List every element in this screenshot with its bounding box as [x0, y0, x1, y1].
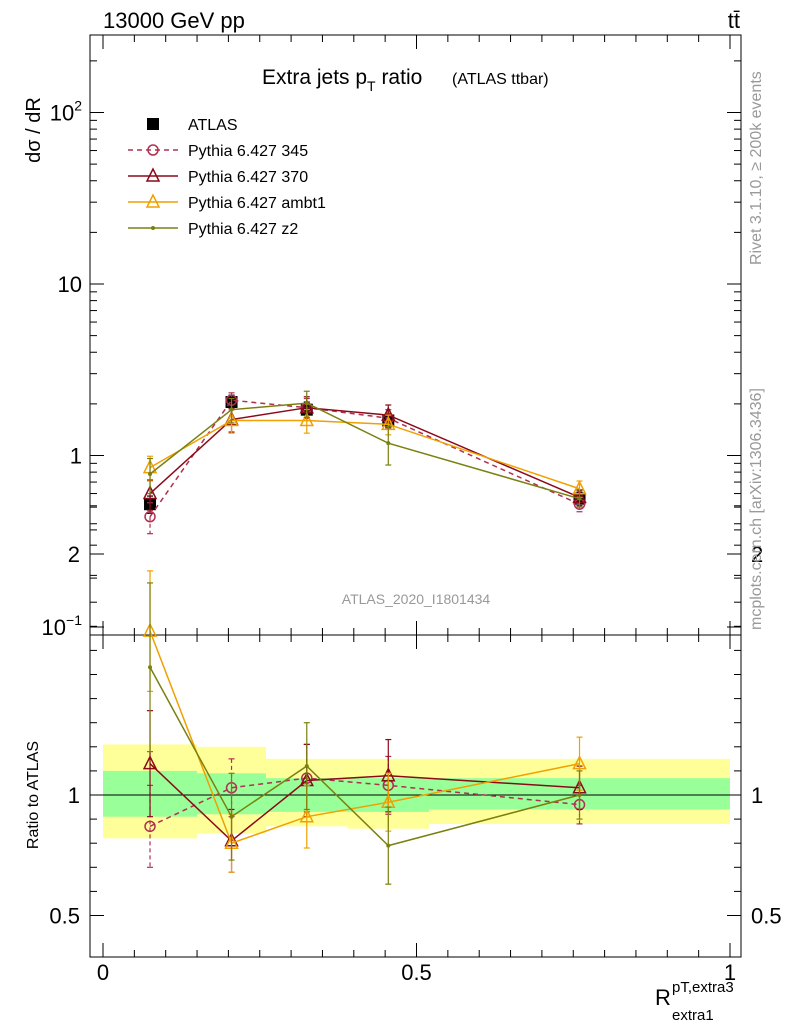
x-axis-label-sub: extra1: [672, 1007, 714, 1024]
rivet-version-label: Rivet 3.1.10, ≥ 200k events: [748, 71, 765, 265]
legend-entry: Pythia 6.427 345: [128, 143, 308, 160]
legend-marker: [147, 118, 159, 130]
ratio-y-tick-label-right: 2: [751, 542, 763, 567]
main-series: [147, 390, 583, 508]
main-y-tick-label: 10−1: [42, 612, 83, 640]
legend-marker: [145, 167, 161, 182]
main-series: [142, 396, 587, 511]
ratio-y-tick-label: 0.5: [49, 904, 80, 929]
plot-title: Extra jets pT ratio: [262, 66, 422, 94]
energy-label: 13000 GeV pp: [103, 8, 245, 33]
ratio-y-tick-label: 1: [68, 783, 80, 808]
x-axis-label-sup: pT,extra3: [672, 979, 734, 996]
legend-label: ATLAS: [188, 117, 238, 134]
ratio-data-point: [572, 754, 587, 770]
main-series-layer: [142, 390, 587, 535]
ratio-plot-frame: [89, 634, 742, 958]
analysis-id: ATLAS_2020_I1801434: [342, 591, 491, 607]
legend-marker: [151, 226, 155, 230]
plot-title-suffix: ratio: [376, 66, 423, 89]
main-data-point: [304, 401, 309, 406]
ratio-uncertainty-bands: [103, 744, 730, 839]
legend-entry: Pythia 6.427 ambt1: [128, 193, 326, 212]
x-axis-label-main: R: [655, 985, 671, 1010]
main-series-line: [149, 406, 580, 499]
ratio-data-point: [148, 665, 153, 670]
ratio-series: [147, 582, 583, 885]
legend-marker: [147, 144, 159, 156]
main-data-point: [142, 484, 158, 500]
legend-entry: Pythia 6.427 z2: [128, 221, 298, 238]
main-y-tick-base: 1: [70, 444, 82, 469]
main-series: [144, 392, 586, 535]
process-label: tt̄: [728, 8, 740, 33]
main-data-point: [577, 496, 582, 501]
x-axis-label: R: [655, 985, 671, 1010]
x-tick-label: 0: [97, 960, 109, 985]
ratio-data-point: [144, 820, 156, 833]
main-data-point: [144, 510, 156, 523]
main-y-tick-label: 10: [58, 272, 82, 297]
main-y-tick-base: 10: [58, 272, 82, 297]
legend-entry: Pythia 6.427 370: [128, 167, 308, 186]
legend: ATLAS Pythia 6.427 345 Pythia 6.427 370 Pyt…: [128, 117, 326, 238]
ratio-data-point: [577, 793, 582, 797]
ratio-data-point: [142, 754, 158, 770]
ratio-data-point: [229, 814, 234, 819]
mcplots-label: mcplots.cern.ch [arXiv:1306.3436]: [748, 388, 765, 630]
plot-title-main: Extra jets p: [262, 66, 367, 89]
main-data-point: [386, 441, 391, 446]
legend-marker: [145, 193, 161, 208]
main-y-tick-exponent: 2: [74, 98, 82, 114]
legend-label: Pythia 6.427 345: [188, 143, 308, 160]
main-y-tick-label: 102: [50, 98, 82, 126]
main-series-line: [149, 419, 580, 490]
main-series: [142, 409, 587, 498]
main-y-tick-base: 10: [50, 101, 74, 126]
main-data-point: [224, 411, 239, 427]
x-tick-label: 1: [724, 960, 736, 985]
main-y-tick-base: 10: [42, 615, 66, 640]
main-y-tick-exponent: −1: [66, 612, 82, 628]
legend-label: Pythia 6.427 ambt1: [188, 195, 326, 212]
ratio-series-layer: [142, 570, 587, 885]
main-data-point: [148, 472, 153, 477]
main-series-line: [149, 399, 580, 518]
ratio-data-point: [299, 808, 314, 823]
main-y-tick-label: 1: [70, 444, 82, 469]
legend-label: Pythia 6.427 z2: [188, 221, 298, 238]
main-data-point: [299, 411, 314, 427]
ratio-data-point: [386, 843, 391, 848]
main-y-axis-label: dσ / dR: [23, 97, 45, 163]
legend-entry: ATLAS: [147, 117, 238, 134]
ratio-y-axis-label: Ratio to ATLAS: [25, 741, 42, 849]
plot-title-sub: T: [367, 78, 376, 94]
main-series-line: [149, 402, 580, 500]
plot-title-note: (ATLAS ttbar): [452, 71, 549, 88]
main-data-point: [229, 407, 234, 412]
ratio-data-point: [304, 764, 309, 769]
ratio-y-tick-label-right: 0.5: [751, 904, 782, 929]
legend-label: Pythia 6.427 370: [188, 169, 308, 186]
ratio-y-tick-label: 2: [68, 542, 80, 567]
ratio-y-tick-label-right: 1: [751, 783, 763, 808]
x-tick-label: 0.5: [401, 960, 432, 985]
